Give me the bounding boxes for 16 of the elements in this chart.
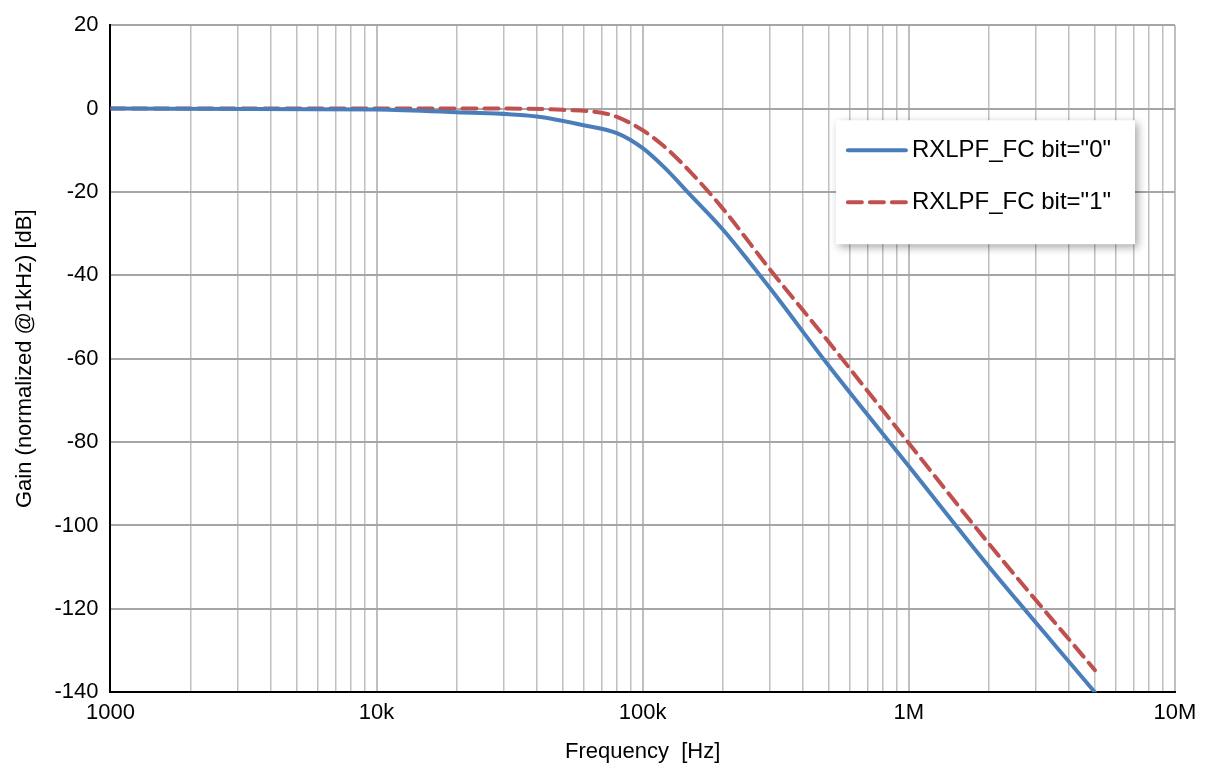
y-axis-title: Gain (normalized @1kHz) [dB] <box>11 209 37 509</box>
legend-label: RXLPF_FC bit="0" <box>911 134 1112 162</box>
x-tick-label: 10k <box>358 699 396 725</box>
y-tick-label: -100 <box>54 511 99 537</box>
y-tick-label: -120 <box>54 594 99 620</box>
y-tick-label: -80 <box>66 428 99 454</box>
x-tick-label: 1M <box>893 699 925 725</box>
x-tick-label: 10M <box>1153 699 1197 725</box>
y-tick-label: -20 <box>66 178 99 204</box>
x-axis-title: Frequency [Hz] <box>565 737 721 763</box>
legend-label: RXLPF_FC bit="1" <box>911 186 1112 214</box>
y-tick-label: 20 <box>73 11 99 37</box>
y-tick-label: -60 <box>66 344 99 370</box>
y-tick-label: -40 <box>66 261 99 287</box>
y-tick-label: 0 <box>86 94 99 120</box>
x-tick-label: 100k <box>618 699 668 725</box>
